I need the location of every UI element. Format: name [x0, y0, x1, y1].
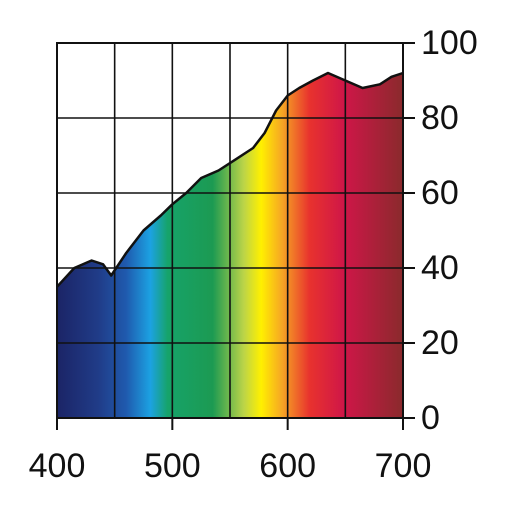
x-tick-label: 400 [29, 447, 86, 485]
area-outline [56, 71, 404, 288]
y-tick-label: 60 [421, 174, 459, 212]
y-tick-label: 100 [421, 24, 478, 62]
x-tick-label: 600 [259, 447, 316, 485]
y-tick-label: 40 [421, 249, 459, 287]
y-tick-label: 80 [421, 99, 459, 137]
y-tick-label: 20 [421, 324, 459, 362]
x-tick-label: 500 [144, 447, 201, 485]
y-tick-label: 0 [421, 399, 440, 437]
plot-frame [56, 42, 404, 419]
x-tick-label: 700 [375, 447, 432, 485]
